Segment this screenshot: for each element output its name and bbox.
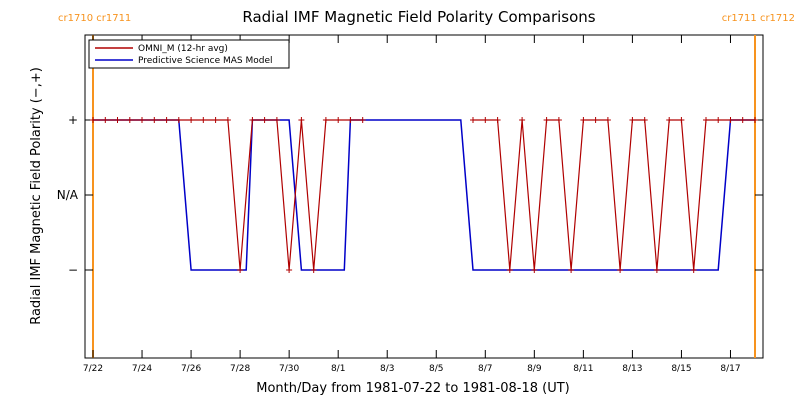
omni-data-point [249,117,256,123]
omni-data-point [102,117,109,123]
x-tick-label: 8/7 [478,364,492,374]
x-tick-label: 7/26 [181,364,201,374]
omni-data-point [727,117,734,123]
omni-data-point [359,117,366,123]
omni-data-point [212,117,219,123]
omni-data-point [506,267,513,273]
series-line-mas-model [93,119,755,271]
omni-data-point [739,117,746,123]
omni-data-point [690,267,697,273]
x-axis-label: Month/Day from 1981-07-22 to 1981-08-18 … [256,381,569,396]
series-layer [90,117,758,273]
omni-data-point [519,117,526,123]
omni-data-point [298,117,305,123]
x-tick-label: 8/17 [720,364,740,374]
omni-data-point [126,117,133,123]
plot-frame [84,34,764,359]
omni-data-point [470,117,476,123]
omni-data-point [139,117,145,123]
omni-data-point [715,117,722,123]
omni-data-point [163,117,170,123]
legend-label-mas: Predictive Science MAS Model [138,56,273,66]
omni-data-point [200,117,207,123]
series-line-omni [93,119,363,271]
omni-data-point [347,117,354,123]
y-tick-label: N/A [57,188,79,202]
x-tick-label: 7/24 [132,364,152,374]
x-tick-label: 7/28 [230,364,250,374]
y-axis: + N/A − [57,113,763,277]
omni-data-point [653,267,660,273]
omni-data-point [322,117,329,123]
legend: OMNI_M (12-hr avg) Predictive Science MA… [88,39,290,69]
y-axis-label: Radial IMF Magnetic Field Polarity (−,+) [29,67,44,325]
x-tick-label: 7/22 [83,364,103,374]
omni-data-point [151,117,158,123]
omni-data-point [261,117,268,123]
omni-data-point [494,117,501,123]
x-tick-label: 8/9 [527,364,542,374]
omni-data-point [224,117,231,123]
omni-data-point [482,117,489,123]
omni-data-point [286,267,293,273]
x-tick-label: 8/1 [331,364,345,374]
x-tick-label: 8/11 [573,364,593,374]
omni-data-point [604,117,611,123]
y-tick-label: + [68,113,78,127]
omni-data-point [310,267,317,273]
omni-data-point [629,117,636,123]
omni-data-point [641,117,648,123]
omni-data-point [666,117,673,123]
omni-data-point [555,117,562,123]
x-tick-label: 8/15 [671,364,691,374]
x-axis: 7/22 7/24 7/26 7/28 7/30 8/1 8/3 8/5 8/7 8/9 8/11 8… [83,35,741,374]
carrington-label-left: cr1710 cr1711 [58,13,131,24]
omni-data-point [592,117,599,123]
omni-data-point [703,117,709,123]
legend-box [88,39,290,69]
omni-data-point [335,117,342,123]
omni-data-point [543,117,550,123]
omni-data-point [568,267,575,273]
series-line-omni [473,119,755,271]
carrington-label-right: cr1711 cr1712 [722,13,795,24]
chart-title: Radial IMF Magnetic Field Polarity Compa… [242,8,595,26]
omni-data-point [617,267,624,273]
omni-data-point [237,267,244,273]
omni-data-point [678,117,685,123]
omni-data-point [114,117,121,123]
y-tick-label: − [68,263,78,277]
omni-data-point [531,267,538,273]
omni-data-point [273,117,280,123]
omni-data-point [188,117,195,123]
x-tick-label: 8/5 [429,364,443,374]
x-tick-label: 8/3 [380,364,394,374]
omni-data-point [90,117,96,123]
omni-data-point [175,117,182,123]
omni-data-point [580,117,587,123]
omni-data-point [752,117,758,123]
x-tick-label: 7/30 [279,364,299,374]
x-tick-label: 8/13 [622,364,642,374]
legend-label-omni: OMNI_M (12-hr avg) [138,44,228,54]
